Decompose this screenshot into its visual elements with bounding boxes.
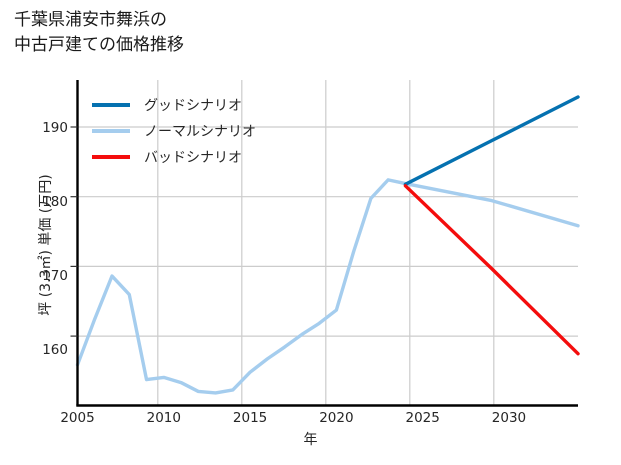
- x-tick-label-2025: 2025: [405, 410, 440, 426]
- legend-swatch-icon: [92, 129, 130, 133]
- legend-swatch-icon: [92, 103, 130, 107]
- line-good-scenario: [403, 95, 580, 187]
- chart-title: 千葉県浦安市舞浜の 中古戸建ての価格推移: [14, 8, 184, 58]
- x-tick-label-2015: 2015: [232, 410, 268, 426]
- data-series: [75, 95, 580, 395]
- chart-legend: グッドシナリオ ノーマルシナリオ バッドシナリオ: [92, 92, 256, 170]
- x-tick-label-2005: 2005: [60, 410, 95, 426]
- y-tick-label-170: 170: [42, 268, 68, 285]
- y-axis-label: 坪 (3.3㎡) 単価 (万円): [38, 174, 54, 316]
- y-tick-label-190: 190: [42, 120, 68, 137]
- legend-item-3[interactable]: バッドシナリオ: [92, 144, 256, 170]
- y-tick-label-160: 160: [42, 342, 68, 359]
- x-tick-label-2020: 2020: [319, 410, 354, 426]
- legend-swatch-icon: [92, 155, 130, 159]
- x-tick-label-2010: 2010: [146, 410, 181, 426]
- line-bad-scenario: [403, 184, 580, 356]
- legend-item-2[interactable]: ノーマルシナリオ: [92, 118, 256, 144]
- legend-item-1[interactable]: グッドシナリオ: [92, 92, 256, 118]
- axis-ticks: [70, 126, 78, 337]
- x-axis-label: 年: [303, 432, 318, 448]
- x-tick-label-2030: 2030: [491, 410, 527, 426]
- line-normal-scenario: [75, 178, 580, 395]
- legend-item-label: バッドシナリオ: [144, 150, 242, 166]
- y-tick-label-180: 180: [42, 194, 68, 211]
- legend-item-label: グッドシナリオ: [144, 98, 242, 114]
- legend-item-label: ノーマルシナリオ: [144, 124, 256, 140]
- axis-spines: [76, 80, 578, 407]
- chart-title-line-2: 中古戸建ての価格推移: [14, 35, 184, 55]
- chart-title-line-1: 千葉県浦安市舞浜の: [14, 10, 167, 30]
